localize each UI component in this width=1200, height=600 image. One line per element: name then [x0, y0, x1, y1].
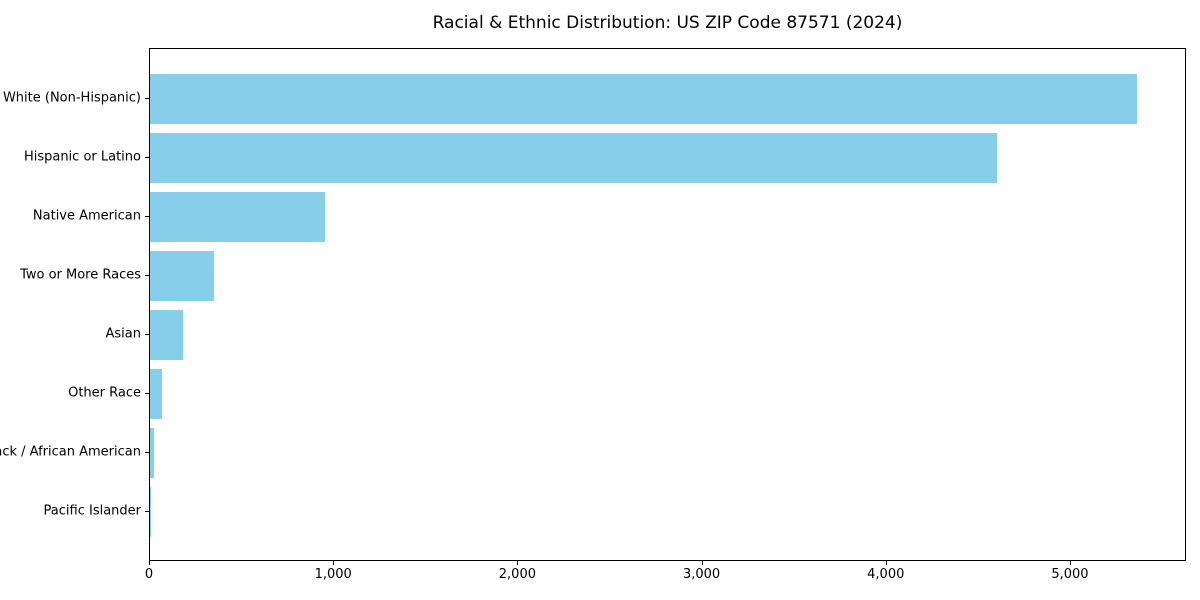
y-tick-label: Native American [32, 208, 141, 224]
bar-hispanic-or-latino [150, 133, 998, 183]
y-tick-mark [145, 452, 149, 453]
bar-asian [150, 310, 184, 360]
bar-other-race [150, 369, 162, 419]
chart-title: Racial & Ethnic Distribution: US ZIP Cod… [432, 13, 903, 33]
y-tick-label: Other Race [68, 385, 141, 401]
x-tick-mark [701, 561, 703, 565]
y-tick-label: Two or More Races [20, 267, 141, 283]
x-tick-label: 4,000 [867, 567, 905, 582]
bar-white-non-hispanic [150, 74, 1138, 124]
y-tick-mark [145, 511, 149, 512]
x-tick-mark [333, 561, 335, 565]
x-tick-mark [149, 561, 150, 565]
x-tick-label: 1,000 [314, 567, 352, 582]
y-tick-label: White (Non-Hispanic) [2, 90, 141, 106]
bar-two-or-more-races [150, 251, 214, 301]
x-tick-label: 3,000 [682, 567, 721, 582]
plot-area [149, 48, 1186, 561]
x-tick-label: 5,000 [1051, 567, 1089, 582]
bar-native-american [150, 192, 325, 242]
x-tick-label: 2,000 [498, 567, 536, 582]
y-tick-mark [145, 216, 149, 217]
y-tick-label: Hispanic or Latino [23, 149, 141, 165]
bar-pacific-islander [150, 487, 151, 537]
x-tick-mark [885, 561, 887, 565]
y-tick-label: Pacific Islander [43, 503, 141, 519]
bar-black-african-american [150, 428, 155, 478]
y-tick-mark [145, 393, 149, 394]
x-tick-label: 0 [144, 567, 154, 582]
x-tick-mark [1069, 561, 1071, 565]
y-tick-mark [145, 334, 149, 335]
y-tick-mark [145, 157, 149, 158]
y-tick-label: Asian [105, 326, 141, 342]
y-tick-label: Black / African American [0, 444, 141, 460]
y-tick-mark [145, 275, 149, 276]
y-tick-mark [145, 98, 149, 99]
x-tick-mark [517, 561, 519, 565]
